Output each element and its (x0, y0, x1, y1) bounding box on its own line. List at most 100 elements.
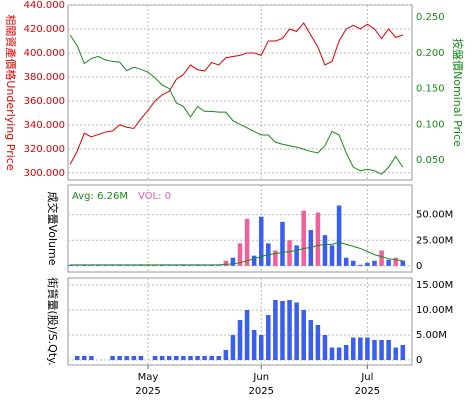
bar (195, 264, 200, 266)
line-series (69, 34, 404, 175)
plot-frame (67, 277, 413, 366)
vol-label: VOL: 0 (138, 191, 171, 202)
bar (181, 264, 186, 266)
y-tick-label: 380.000 (24, 72, 65, 83)
bar (166, 265, 172, 266)
bar (159, 356, 165, 360)
bar (336, 205, 342, 266)
bar (230, 257, 236, 266)
bar (308, 320, 314, 360)
bar (358, 264, 363, 266)
bar (124, 356, 130, 360)
y-tick-label: 360.000 (24, 96, 65, 107)
y2-tick-label: 0.100 (416, 119, 445, 130)
bar (131, 265, 137, 266)
bar (145, 265, 151, 266)
bar (152, 356, 158, 360)
y2-tick-label: 0.150 (416, 84, 445, 95)
line-series (69, 22, 403, 165)
bar (273, 300, 278, 360)
bar (294, 245, 299, 266)
y-tick-label: 0 (416, 261, 422, 272)
bar (266, 315, 271, 360)
bar (89, 265, 94, 266)
bar (138, 264, 144, 266)
bar (258, 335, 264, 360)
bar (386, 340, 391, 360)
bar (343, 257, 349, 266)
bar (67, 264, 73, 266)
y-tick-label: 50.00M (416, 210, 453, 221)
x-tick-year: 2025 (135, 386, 160, 397)
bar (280, 221, 285, 266)
bar (74, 265, 80, 266)
bar (315, 325, 321, 360)
bar (174, 356, 179, 360)
bar (82, 264, 87, 266)
y2-tick-label: 0.200 (416, 48, 445, 59)
bar (400, 345, 406, 360)
y-tick-label: 300.000 (24, 168, 65, 179)
bar (301, 210, 306, 266)
y-tick-label: 420.000 (24, 24, 65, 35)
x-tick-year: 2025 (355, 386, 380, 397)
bar (223, 260, 229, 266)
bar (400, 260, 406, 266)
bar (315, 212, 321, 266)
bar (74, 356, 80, 360)
bar (308, 230, 314, 266)
bar (174, 265, 179, 266)
bar (379, 340, 384, 360)
y-axis-label: 街貨量(股)/S.Qty. (46, 277, 60, 365)
bar (181, 356, 186, 360)
bar (237, 243, 243, 266)
bar (237, 320, 243, 360)
x-tick-year: 2025 (249, 386, 274, 397)
bar (166, 356, 172, 360)
bar (209, 356, 214, 360)
x-tick-label: Jun (252, 372, 269, 383)
bar (117, 264, 122, 266)
bar (244, 218, 250, 266)
bar (110, 265, 115, 266)
bar (301, 310, 306, 360)
bar (209, 264, 214, 266)
x-tick-label: Jul (360, 372, 373, 383)
bar (230, 335, 236, 360)
y-tick-label: 15.00M (416, 280, 453, 291)
bar (131, 356, 137, 360)
bar (117, 356, 122, 360)
bar (202, 356, 207, 360)
y-axis-label: 相關資產價格Underlying Price (4, 14, 18, 170)
bar (372, 260, 377, 266)
bar (365, 262, 370, 266)
bar (322, 335, 328, 360)
y-axis-label: 成交量Volume (46, 192, 60, 266)
bar (223, 350, 229, 360)
y-tick-label: 25.00M (416, 235, 453, 246)
bar (202, 265, 207, 266)
plot-frame (67, 4, 413, 181)
bar (124, 265, 130, 266)
bar (216, 356, 222, 360)
bar (89, 356, 94, 360)
bar (393, 257, 398, 266)
bar (358, 337, 363, 360)
y-tick-label: 320.000 (24, 144, 65, 155)
bar (294, 302, 299, 360)
bar (322, 235, 328, 266)
bar (152, 265, 158, 266)
bar (188, 356, 193, 360)
y-tick-label: 440.000 (24, 0, 65, 11)
bar (110, 356, 115, 360)
bar (96, 264, 101, 266)
bar (103, 265, 108, 266)
bar (280, 301, 285, 360)
bar (379, 250, 384, 266)
y-tick-label: 400.000 (24, 48, 65, 59)
y-tick-label: 340.000 (24, 120, 65, 131)
bar (350, 260, 356, 266)
avg-line (70, 241, 403, 266)
bar (273, 250, 278, 266)
